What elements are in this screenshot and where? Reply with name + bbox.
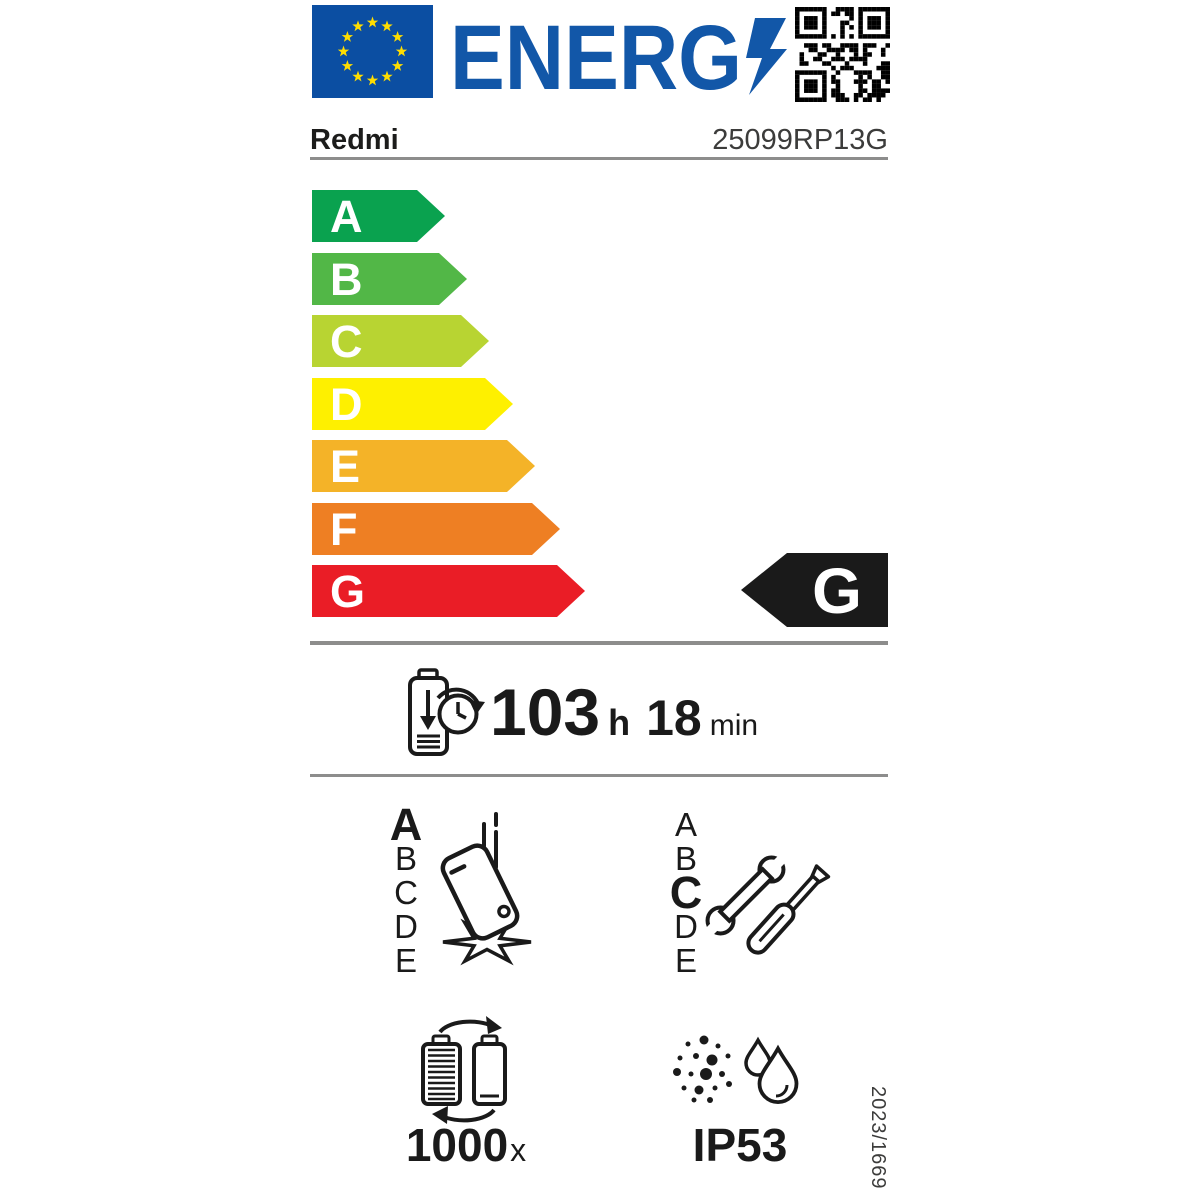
repair-grade-b: B [674,840,697,877]
model-number: 25099RP13G [712,124,888,156]
energy-wordmark-text: ENERG [450,14,742,99]
drop-grade-a: A [389,799,423,850]
svg-text:E: E [330,441,360,492]
grade-bar-g: G [312,565,585,617]
qr-code [795,7,890,102]
svg-text:F: F [330,504,358,555]
svg-text:B: B [330,254,363,305]
divider [310,774,888,777]
phone-drop-icon [440,812,532,966]
grade-bar-c: C [312,315,489,367]
indicator-arrow [741,553,888,627]
repair-grade-c: C [669,867,703,918]
selected-grade-indicator: G [741,553,888,627]
repair-grade-d: D [674,908,698,945]
eu-flag-icon [312,5,433,98]
brand-name: Redmi [310,124,399,156]
drop-grade-e: E [394,942,417,979]
svg-text:C: C [330,316,363,367]
grade-bar-e: E [312,440,535,492]
svg-text:D: D [330,379,363,430]
lightning-bolt-icon [746,18,787,95]
energy-wordmark: ENERG [450,14,787,99]
svg-text:G: G [330,566,365,617]
dust-particles [673,1035,732,1103]
water-drop-small [744,1036,772,1077]
dust-water-icon [673,1035,799,1104]
drop-grade-b: B [394,840,417,877]
drop-grade-c: C [394,874,418,911]
battery-life-minutes: 18 [646,690,702,746]
battery-life-hours: 103 [490,675,601,749]
battery-endurance-icon [408,668,485,756]
regulation-number: 2023/1669 [867,1086,889,1190]
selected-grade-letter: G [812,555,862,627]
grade-bar-a: A [312,190,445,242]
ip-rating: IP53 [692,1119,788,1171]
battery-cycles-unit: x [510,1132,527,1168]
repair-tools-icon [705,854,831,955]
divider [310,641,888,645]
drop-grade-d: D [394,908,418,945]
battery-cycles-value: 1000 [405,1119,509,1171]
battery-cycles-icon [421,1016,507,1124]
grade-bar-d: D [312,378,513,430]
battery-cycles: 1000 x [376,1122,556,1169]
repair-grade-a: A [674,806,697,843]
battery-life-hours-unit: h [608,702,631,743]
divider [310,157,888,160]
grade-bar-b: B [312,253,467,305]
repair-grade-e: E [674,942,697,979]
svg-text:A: A [330,191,363,242]
grade-bar-f: F [312,503,560,555]
battery-life: 103 h 18 min [490,679,758,745]
brand-row: Redmi 25099RP13G [310,124,888,157]
battery-life-minutes-unit: min [709,709,759,742]
